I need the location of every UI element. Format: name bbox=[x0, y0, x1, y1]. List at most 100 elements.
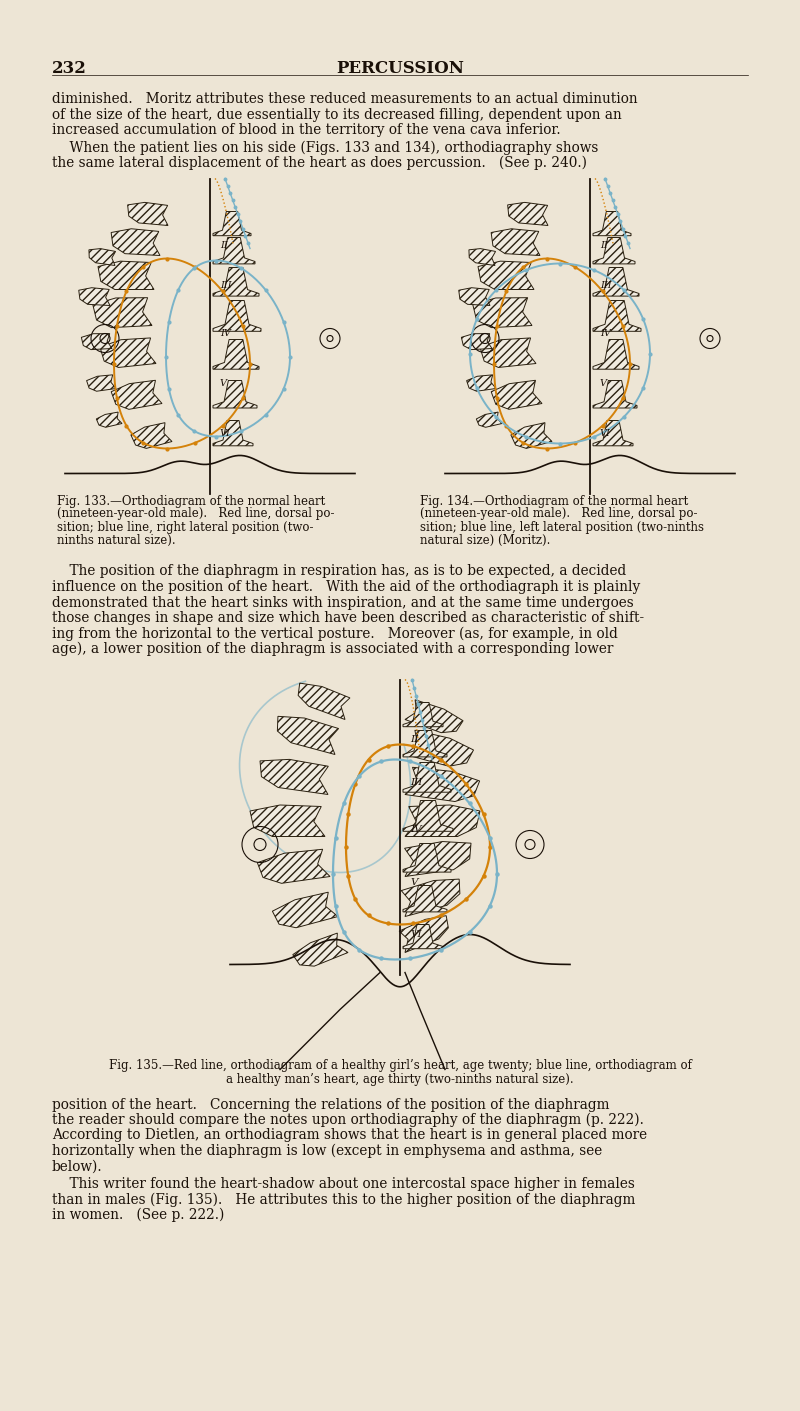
Polygon shape bbox=[480, 337, 536, 367]
Text: those changes in shape and size which have been described as characteristic of s: those changes in shape and size which ha… bbox=[52, 611, 644, 625]
Text: V: V bbox=[410, 878, 418, 888]
Polygon shape bbox=[213, 237, 255, 264]
Text: III: III bbox=[600, 281, 612, 291]
Polygon shape bbox=[403, 924, 443, 948]
Text: Fig. 135.—Red line, orthodiagram of a healthy girl’s heart, age twenty; blue lin: Fig. 135.—Red line, orthodiagram of a he… bbox=[109, 1060, 691, 1072]
Polygon shape bbox=[462, 333, 492, 350]
Text: V: V bbox=[220, 380, 227, 388]
Polygon shape bbox=[128, 202, 168, 226]
Polygon shape bbox=[593, 420, 633, 446]
Text: ninths natural size).: ninths natural size). bbox=[57, 533, 176, 546]
Polygon shape bbox=[260, 759, 328, 794]
Text: in women.   (See p. 222.): in women. (See p. 222.) bbox=[52, 1208, 224, 1222]
Polygon shape bbox=[100, 337, 156, 367]
Text: than in males (Fig. 135).   He attributes this to the higher position of the dia: than in males (Fig. 135). He attributes … bbox=[52, 1192, 635, 1206]
Text: Fig. 133.—Orthodiagram of the normal heart: Fig. 133.—Orthodiagram of the normal hea… bbox=[57, 494, 326, 508]
Text: IV: IV bbox=[410, 825, 422, 834]
Polygon shape bbox=[405, 731, 474, 766]
Polygon shape bbox=[213, 340, 259, 370]
Text: the reader should compare the notes upon orthodiagraphy of the diaphragm (p. 222: the reader should compare the notes upon… bbox=[52, 1113, 644, 1127]
Text: horizontally when the diaphragm is low (except in emphysema and asthma, see: horizontally when the diaphragm is low (… bbox=[52, 1144, 602, 1158]
Text: ing from the horizontal to the vertical posture.   Moreover (as, for example, in: ing from the horizontal to the vertical … bbox=[52, 626, 618, 641]
Polygon shape bbox=[82, 333, 112, 350]
Polygon shape bbox=[293, 933, 348, 967]
Polygon shape bbox=[405, 768, 480, 801]
Text: sition; blue line, left lateral position (two-ninths: sition; blue line, left lateral position… bbox=[420, 521, 704, 533]
Text: V: V bbox=[600, 380, 607, 388]
Polygon shape bbox=[403, 886, 447, 912]
Text: natural size) (Moritz).: natural size) (Moritz). bbox=[420, 533, 550, 546]
Text: of the size of the heart, due essentially to its decreased filling, dependent up: of the size of the heart, due essentiall… bbox=[52, 107, 622, 121]
Polygon shape bbox=[403, 844, 451, 872]
Polygon shape bbox=[403, 703, 443, 727]
Text: increased accumulation of blood in the territory of the vena cava inferior.: increased accumulation of blood in the t… bbox=[52, 123, 561, 137]
Polygon shape bbox=[469, 248, 495, 265]
Text: (nineteen-year-old male).   Red line, dorsal po-: (nineteen-year-old male). Red line, dors… bbox=[420, 508, 698, 521]
Text: According to Dietlen, an orthodiagram shows that the heart is in general placed : According to Dietlen, an orthodiagram sh… bbox=[52, 1129, 647, 1143]
Polygon shape bbox=[473, 298, 532, 327]
Polygon shape bbox=[89, 248, 115, 265]
Text: demonstrated that the heart sinks with inspiration, and at the same time undergo: demonstrated that the heart sinks with i… bbox=[52, 595, 634, 610]
Text: IV: IV bbox=[600, 329, 611, 339]
Polygon shape bbox=[593, 268, 639, 296]
Text: the same lateral displacement of the heart as does percussion.   (See p. 240.): the same lateral displacement of the hea… bbox=[52, 157, 587, 171]
Polygon shape bbox=[272, 892, 338, 928]
Polygon shape bbox=[593, 237, 635, 264]
Text: PERCUSSION: PERCUSSION bbox=[336, 61, 464, 78]
Polygon shape bbox=[508, 202, 548, 226]
Text: Fig. 134.—Orthodiagram of the normal heart: Fig. 134.—Orthodiagram of the normal hea… bbox=[420, 494, 688, 508]
Polygon shape bbox=[403, 731, 447, 756]
Polygon shape bbox=[250, 806, 325, 837]
Polygon shape bbox=[213, 301, 261, 332]
Text: III: III bbox=[410, 777, 422, 787]
Polygon shape bbox=[476, 412, 502, 428]
Text: VI: VI bbox=[220, 429, 231, 437]
Polygon shape bbox=[478, 261, 534, 289]
Text: (nineteen-year-old male).   Red line, dorsal po-: (nineteen-year-old male). Red line, dors… bbox=[57, 508, 334, 521]
Polygon shape bbox=[213, 420, 253, 446]
Text: below).: below). bbox=[52, 1160, 102, 1174]
Polygon shape bbox=[93, 298, 152, 327]
Text: a healthy man’s heart, age thirty (two-ninths natural size).: a healthy man’s heart, age thirty (two-n… bbox=[226, 1072, 574, 1085]
Polygon shape bbox=[399, 916, 448, 952]
Text: II: II bbox=[220, 241, 228, 250]
Polygon shape bbox=[402, 879, 460, 917]
Polygon shape bbox=[298, 683, 350, 720]
Polygon shape bbox=[403, 762, 451, 792]
Text: position of the heart.   Concerning the relations of the position of the diaphra: position of the heart. Concerning the re… bbox=[52, 1098, 610, 1112]
Text: III: III bbox=[220, 281, 232, 291]
Polygon shape bbox=[111, 381, 162, 409]
Polygon shape bbox=[213, 381, 257, 408]
Polygon shape bbox=[593, 301, 641, 332]
Polygon shape bbox=[405, 806, 480, 837]
Polygon shape bbox=[511, 423, 552, 449]
Polygon shape bbox=[458, 288, 490, 306]
Polygon shape bbox=[491, 229, 540, 255]
Text: 232: 232 bbox=[52, 61, 87, 78]
Polygon shape bbox=[111, 229, 160, 255]
Polygon shape bbox=[258, 849, 330, 883]
Text: IV: IV bbox=[220, 329, 231, 339]
Text: influence on the position of the heart.   With the aid of the orthodiagraph it i: influence on the position of the heart. … bbox=[52, 580, 640, 594]
Text: VI: VI bbox=[600, 429, 611, 437]
Polygon shape bbox=[593, 340, 639, 370]
Polygon shape bbox=[278, 717, 338, 755]
Polygon shape bbox=[405, 841, 471, 876]
Polygon shape bbox=[491, 381, 542, 409]
Polygon shape bbox=[466, 375, 496, 391]
Text: VI: VI bbox=[410, 930, 422, 938]
Polygon shape bbox=[403, 800, 453, 831]
Polygon shape bbox=[593, 381, 637, 408]
Polygon shape bbox=[98, 261, 154, 289]
Polygon shape bbox=[78, 288, 110, 306]
Polygon shape bbox=[131, 423, 172, 449]
Polygon shape bbox=[213, 212, 251, 236]
Text: II: II bbox=[410, 735, 418, 744]
Polygon shape bbox=[96, 412, 122, 428]
Text: sition; blue line, right lateral position (two-: sition; blue line, right lateral positio… bbox=[57, 521, 314, 533]
Polygon shape bbox=[213, 268, 259, 296]
Polygon shape bbox=[593, 212, 631, 236]
Text: age), a lower position of the diaphragm is associated with a corresponding lower: age), a lower position of the diaphragm … bbox=[52, 642, 614, 656]
Polygon shape bbox=[86, 375, 116, 391]
Polygon shape bbox=[405, 700, 463, 732]
